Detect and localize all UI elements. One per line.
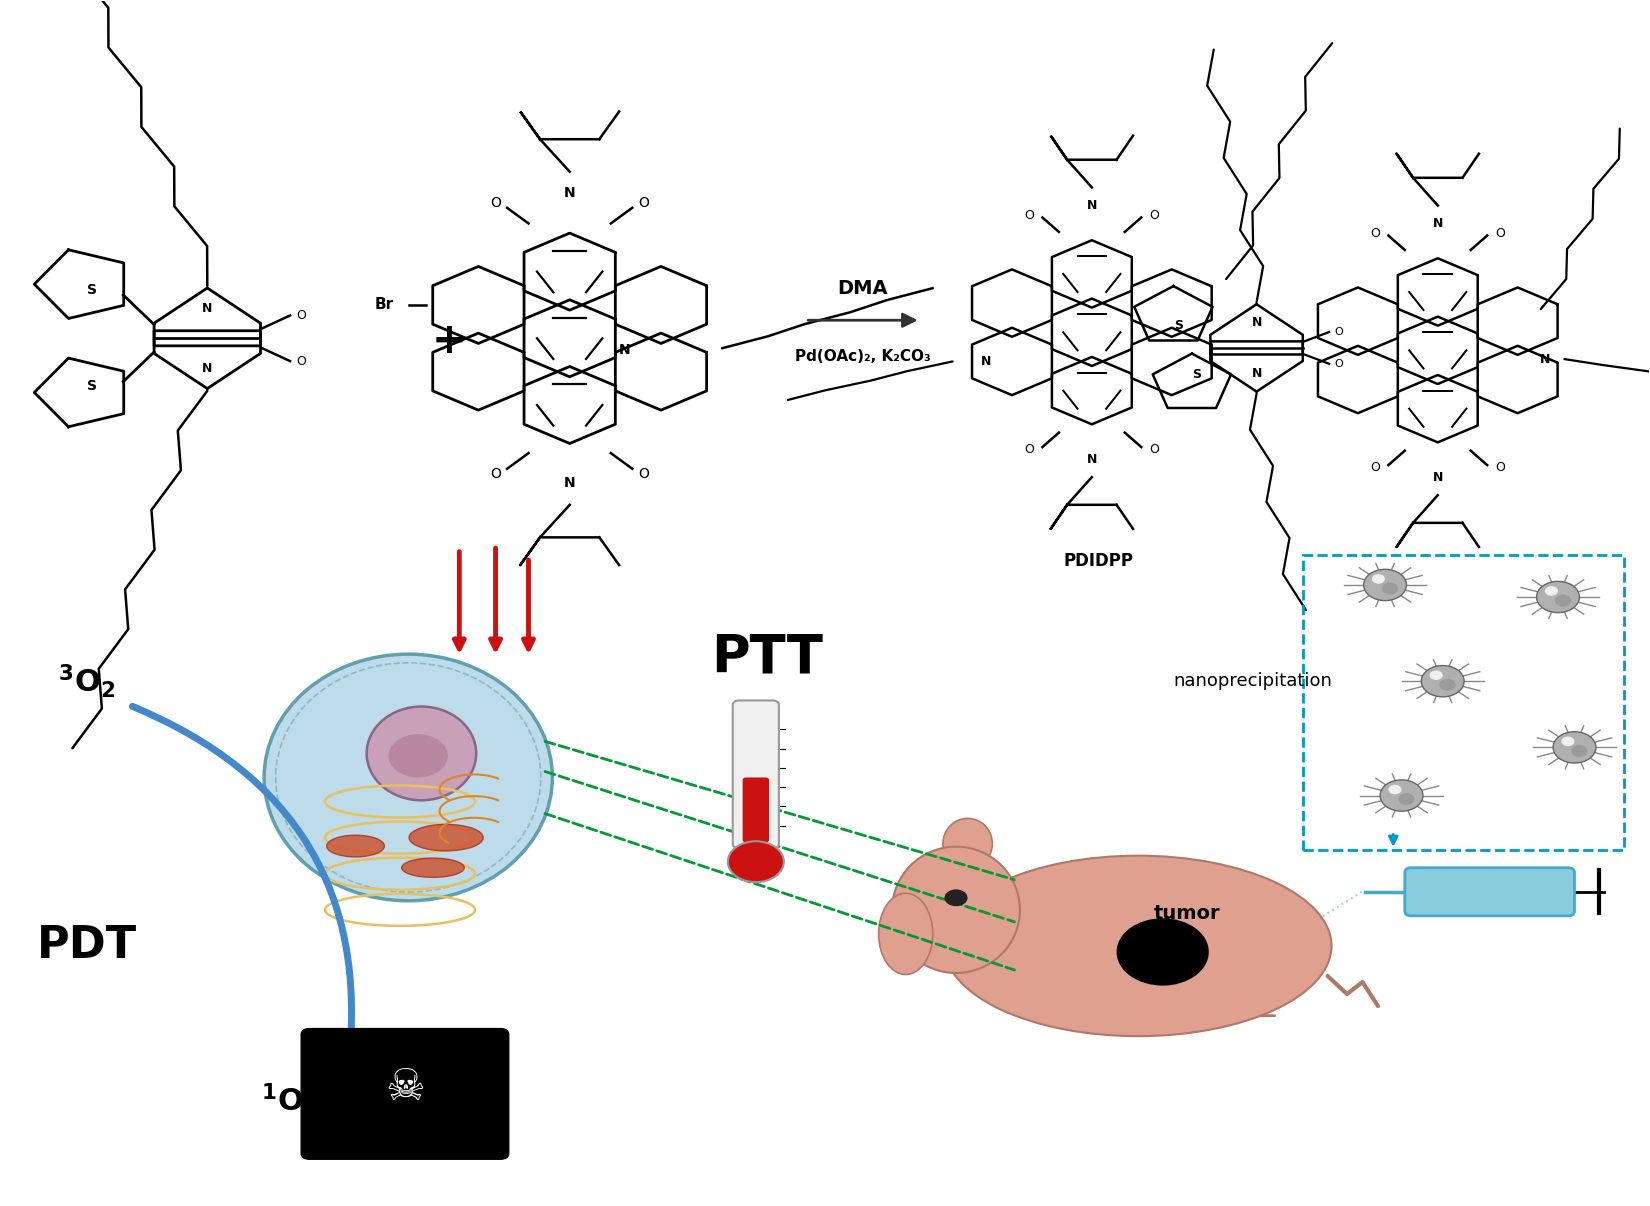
FancyArrowPatch shape — [132, 707, 358, 1064]
Ellipse shape — [409, 825, 483, 851]
Ellipse shape — [264, 654, 553, 901]
Text: N: N — [564, 187, 576, 200]
Text: N: N — [1432, 470, 1444, 484]
Text: N: N — [564, 476, 576, 490]
Ellipse shape — [878, 894, 932, 974]
FancyBboxPatch shape — [1404, 867, 1574, 915]
Text: S: S — [1193, 368, 1201, 381]
Text: ☠: ☠ — [384, 1066, 426, 1110]
Text: N: N — [1539, 352, 1549, 365]
Circle shape — [1363, 569, 1406, 601]
Text: N: N — [980, 355, 990, 368]
Text: N: N — [201, 362, 213, 375]
Circle shape — [1421, 666, 1464, 697]
Ellipse shape — [944, 856, 1332, 1036]
Text: O: O — [1025, 209, 1035, 222]
Ellipse shape — [401, 859, 464, 877]
Text: N: N — [1087, 199, 1097, 212]
Text: S: S — [87, 380, 97, 393]
Text: O: O — [1335, 359, 1343, 369]
Text: O: O — [490, 467, 502, 481]
Circle shape — [1571, 745, 1587, 757]
Circle shape — [944, 889, 967, 906]
Circle shape — [1544, 586, 1558, 596]
Circle shape — [1561, 737, 1574, 747]
Text: N: N — [1251, 316, 1262, 328]
Text: $\mathbf{^1O_2}$: $\mathbf{^1O_2}$ — [261, 1081, 318, 1119]
Text: O: O — [639, 467, 648, 481]
Ellipse shape — [327, 836, 384, 857]
Text: PDIDPP: PDIDPP — [1064, 552, 1134, 570]
Text: tumor: tumor — [1153, 904, 1221, 923]
Text: O: O — [639, 197, 648, 210]
Circle shape — [728, 842, 784, 882]
Circle shape — [1398, 794, 1414, 806]
FancyBboxPatch shape — [742, 778, 769, 843]
Text: O: O — [1495, 227, 1505, 240]
Circle shape — [1381, 582, 1398, 595]
Text: PTT: PTT — [711, 631, 823, 683]
Text: O: O — [1025, 443, 1035, 456]
Text: O: O — [1495, 461, 1505, 474]
Text: O: O — [1150, 209, 1160, 222]
Text: +: + — [432, 320, 467, 362]
Circle shape — [388, 734, 447, 778]
Text: O: O — [1150, 443, 1160, 456]
Text: S: S — [87, 283, 97, 297]
Circle shape — [1553, 732, 1596, 763]
Text: S: S — [1173, 320, 1183, 333]
Circle shape — [1536, 581, 1579, 613]
Text: O: O — [1370, 461, 1379, 474]
Text: N: N — [1087, 452, 1097, 466]
Text: N: N — [1251, 367, 1262, 380]
Text: N: N — [619, 344, 630, 357]
Circle shape — [1371, 574, 1384, 584]
Text: O: O — [1335, 327, 1343, 336]
Circle shape — [1439, 679, 1455, 691]
Text: Br: Br — [375, 298, 394, 312]
Circle shape — [1429, 671, 1442, 680]
Circle shape — [1388, 785, 1401, 795]
Circle shape — [1117, 918, 1209, 985]
Text: O: O — [490, 197, 502, 210]
Ellipse shape — [942, 819, 992, 868]
Circle shape — [1554, 595, 1571, 607]
Text: O: O — [297, 309, 307, 322]
Text: $\mathbf{^3O_2}$: $\mathbf{^3O_2}$ — [58, 662, 116, 699]
Text: DMA: DMA — [838, 280, 888, 298]
Ellipse shape — [893, 847, 1020, 973]
FancyBboxPatch shape — [302, 1029, 508, 1159]
Text: PDT: PDT — [36, 925, 137, 967]
Text: O: O — [297, 355, 307, 368]
Text: nanoprecipitation: nanoprecipitation — [1173, 672, 1333, 690]
Text: N: N — [201, 302, 213, 315]
FancyBboxPatch shape — [733, 701, 779, 849]
Ellipse shape — [366, 707, 477, 801]
Text: N: N — [1432, 217, 1444, 230]
Circle shape — [1379, 780, 1422, 812]
Text: O: O — [1370, 227, 1379, 240]
Text: Pd(OAc)₂, K₂CO₃: Pd(OAc)₂, K₂CO₃ — [795, 349, 931, 364]
